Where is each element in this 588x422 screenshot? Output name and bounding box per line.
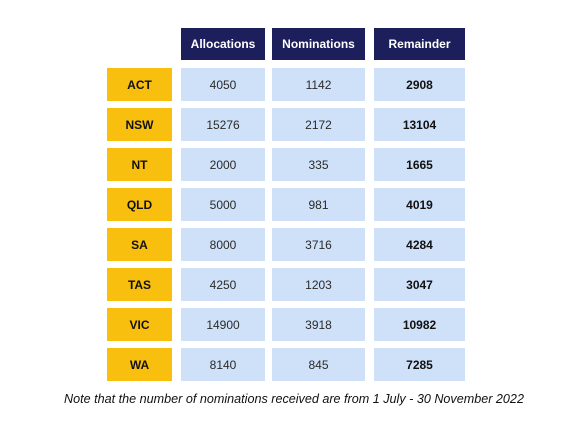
table-cell-allocations: 2000	[181, 148, 265, 181]
table-cell-nominations: 981	[272, 188, 365, 221]
table-cell-nominations: 3716	[272, 228, 365, 261]
table-cell-remainder: 7285	[374, 348, 465, 381]
state-label-nt: NT	[107, 148, 172, 181]
table-cell-allocations: 4250	[181, 268, 265, 301]
table-cell-allocations: 8140	[181, 348, 265, 381]
table-cell-nominations: 3918	[272, 308, 365, 341]
state-label-qld: QLD	[107, 188, 172, 221]
table-cell-remainder: 4019	[374, 188, 465, 221]
table-cell-remainder: 1665	[374, 148, 465, 181]
state-label-wa: WA	[107, 348, 172, 381]
table-cell-nominations: 1203	[272, 268, 365, 301]
column-header-remainder: Remainder	[374, 28, 465, 60]
state-label-tas: TAS	[107, 268, 172, 301]
table-cell-nominations: 2172	[272, 108, 365, 141]
state-label-sa: SA	[107, 228, 172, 261]
state-label-nsw: NSW	[107, 108, 172, 141]
table-cell-remainder: 3047	[374, 268, 465, 301]
column-header-nominations: Nominations	[272, 28, 365, 60]
table-cell-nominations: 1142	[272, 68, 365, 101]
table-cell-remainder: 10982	[374, 308, 465, 341]
footnote: Note that the number of nominations rece…	[64, 392, 524, 406]
column-header-allocations: Allocations	[181, 28, 265, 60]
state-label-act: ACT	[107, 68, 172, 101]
table-cell-allocations: 4050	[181, 68, 265, 101]
table-cell-nominations: 335	[272, 148, 365, 181]
table-cell-allocations: 5000	[181, 188, 265, 221]
table-cell-allocations: 14900	[181, 308, 265, 341]
table-cell-remainder: 4284	[374, 228, 465, 261]
table-cell-allocations: 15276	[181, 108, 265, 141]
table-cell-remainder: 2908	[374, 68, 465, 101]
table-cell-remainder: 13104	[374, 108, 465, 141]
table-cell-allocations: 8000	[181, 228, 265, 261]
table-cell-nominations: 845	[272, 348, 365, 381]
state-label-vic: VIC	[107, 308, 172, 341]
